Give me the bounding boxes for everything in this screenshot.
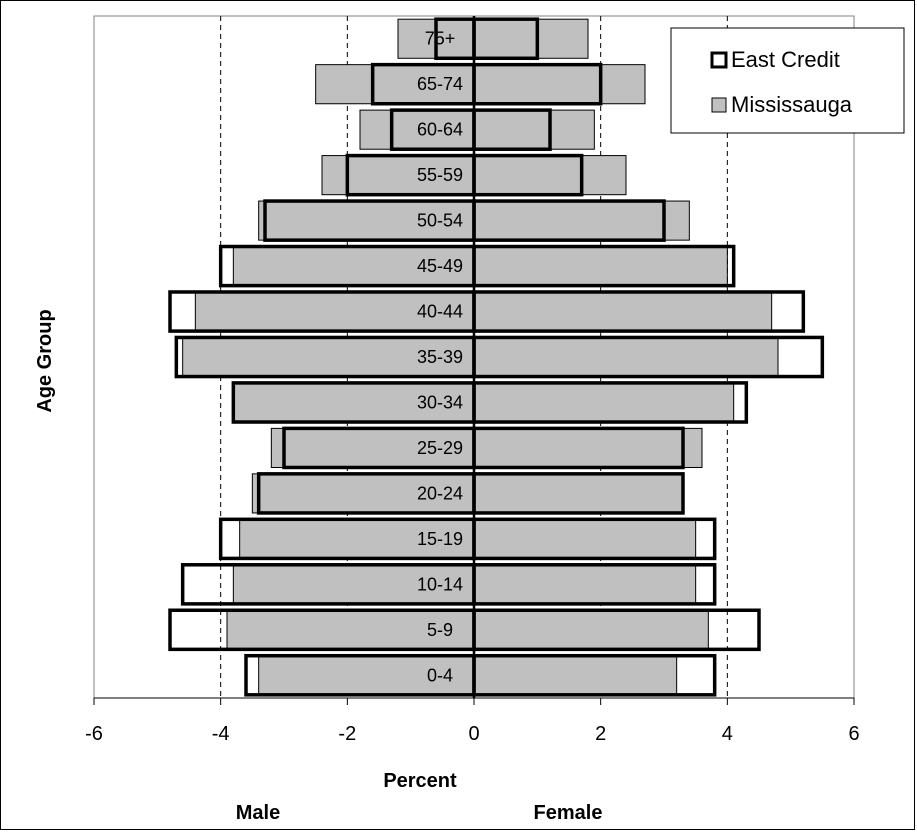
bar-mississauga-female-25-29 xyxy=(473,427,703,468)
bar-mississauga-male-50-54 xyxy=(258,200,475,241)
x-tick-label: -4 xyxy=(212,723,230,745)
x-tick-label: -6 xyxy=(85,723,103,745)
category-label: 5-9 xyxy=(427,620,453,640)
bar-mississauga-female-0-4 xyxy=(473,655,678,696)
category-label: 0-4 xyxy=(427,665,453,685)
category-label: 30-34 xyxy=(417,392,463,412)
legend-box xyxy=(670,27,905,134)
bar-mississauga-female-50-54 xyxy=(473,200,690,241)
bar-mississauga-female-15-19 xyxy=(473,518,697,559)
male-side-label: Male xyxy=(236,802,280,824)
bar-mississauga-male-60-64 xyxy=(359,109,475,150)
legend-swatch-east-credit xyxy=(710,51,728,69)
category-label: 10-14 xyxy=(417,574,463,594)
bar-mississauga-female-40-44 xyxy=(473,291,773,332)
category-label: 15-19 xyxy=(417,529,463,549)
x-tick-label: -2 xyxy=(338,723,356,745)
y-axis-title: Age Group xyxy=(34,309,56,412)
category-label: 75+ xyxy=(425,29,456,49)
bar-mississauga-female-30-34 xyxy=(473,382,735,423)
bar-mississauga-male-35-39 xyxy=(182,336,475,378)
bar-mississauga-female-55-59 xyxy=(473,155,627,196)
bar-mississauga-female-65-74 xyxy=(473,64,646,105)
x-tick-label: 2 xyxy=(595,723,606,745)
bar-mississauga-female-35-39 xyxy=(473,336,779,378)
x-tick-label: 6 xyxy=(848,723,859,745)
x-axis-title: Percent xyxy=(383,770,457,792)
legend: East Credit Mississauga xyxy=(670,27,905,134)
x-tick-label: 0 xyxy=(468,723,479,745)
category-label: 25-29 xyxy=(417,438,463,458)
category-label: 65-74 xyxy=(417,74,463,94)
bar-mississauga-female-5-9 xyxy=(473,609,709,650)
category-label: 40-44 xyxy=(417,302,463,322)
legend-label-east-credit: East Credit xyxy=(731,47,840,72)
category-label: 20-24 xyxy=(417,483,463,503)
female-side-label: Female xyxy=(534,802,603,824)
bar-mississauga-male-20-24 xyxy=(251,473,475,514)
bar-mississauga-female-10-14 xyxy=(473,564,697,605)
bar-mississauga-male-10-14 xyxy=(232,564,475,605)
bar-mississauga-male-45-49 xyxy=(232,246,475,287)
category-label: 55-59 xyxy=(417,165,463,185)
category-label: 35-39 xyxy=(417,347,463,367)
legend-swatch-mississauga xyxy=(711,97,727,113)
bar-mississauga-female-20-24 xyxy=(473,473,684,514)
bar-mississauga-female-45-49 xyxy=(473,246,728,287)
bar-mississauga-male-25-29 xyxy=(270,427,475,468)
bar-mississauga-female-75+ xyxy=(473,18,589,59)
bar-mississauga-female-60-64 xyxy=(473,109,595,150)
bar-mississauga-male-40-44 xyxy=(194,291,475,332)
category-label: 60-64 xyxy=(417,120,463,140)
legend-label-mississauga: Mississauga xyxy=(731,92,853,117)
category-label: 50-54 xyxy=(417,211,463,231)
category-label: 45-49 xyxy=(417,256,463,276)
x-tick-label: 4 xyxy=(722,723,733,745)
bar-mississauga-male-0-4 xyxy=(258,655,475,696)
bar-mississauga-male-65-74 xyxy=(315,64,475,105)
